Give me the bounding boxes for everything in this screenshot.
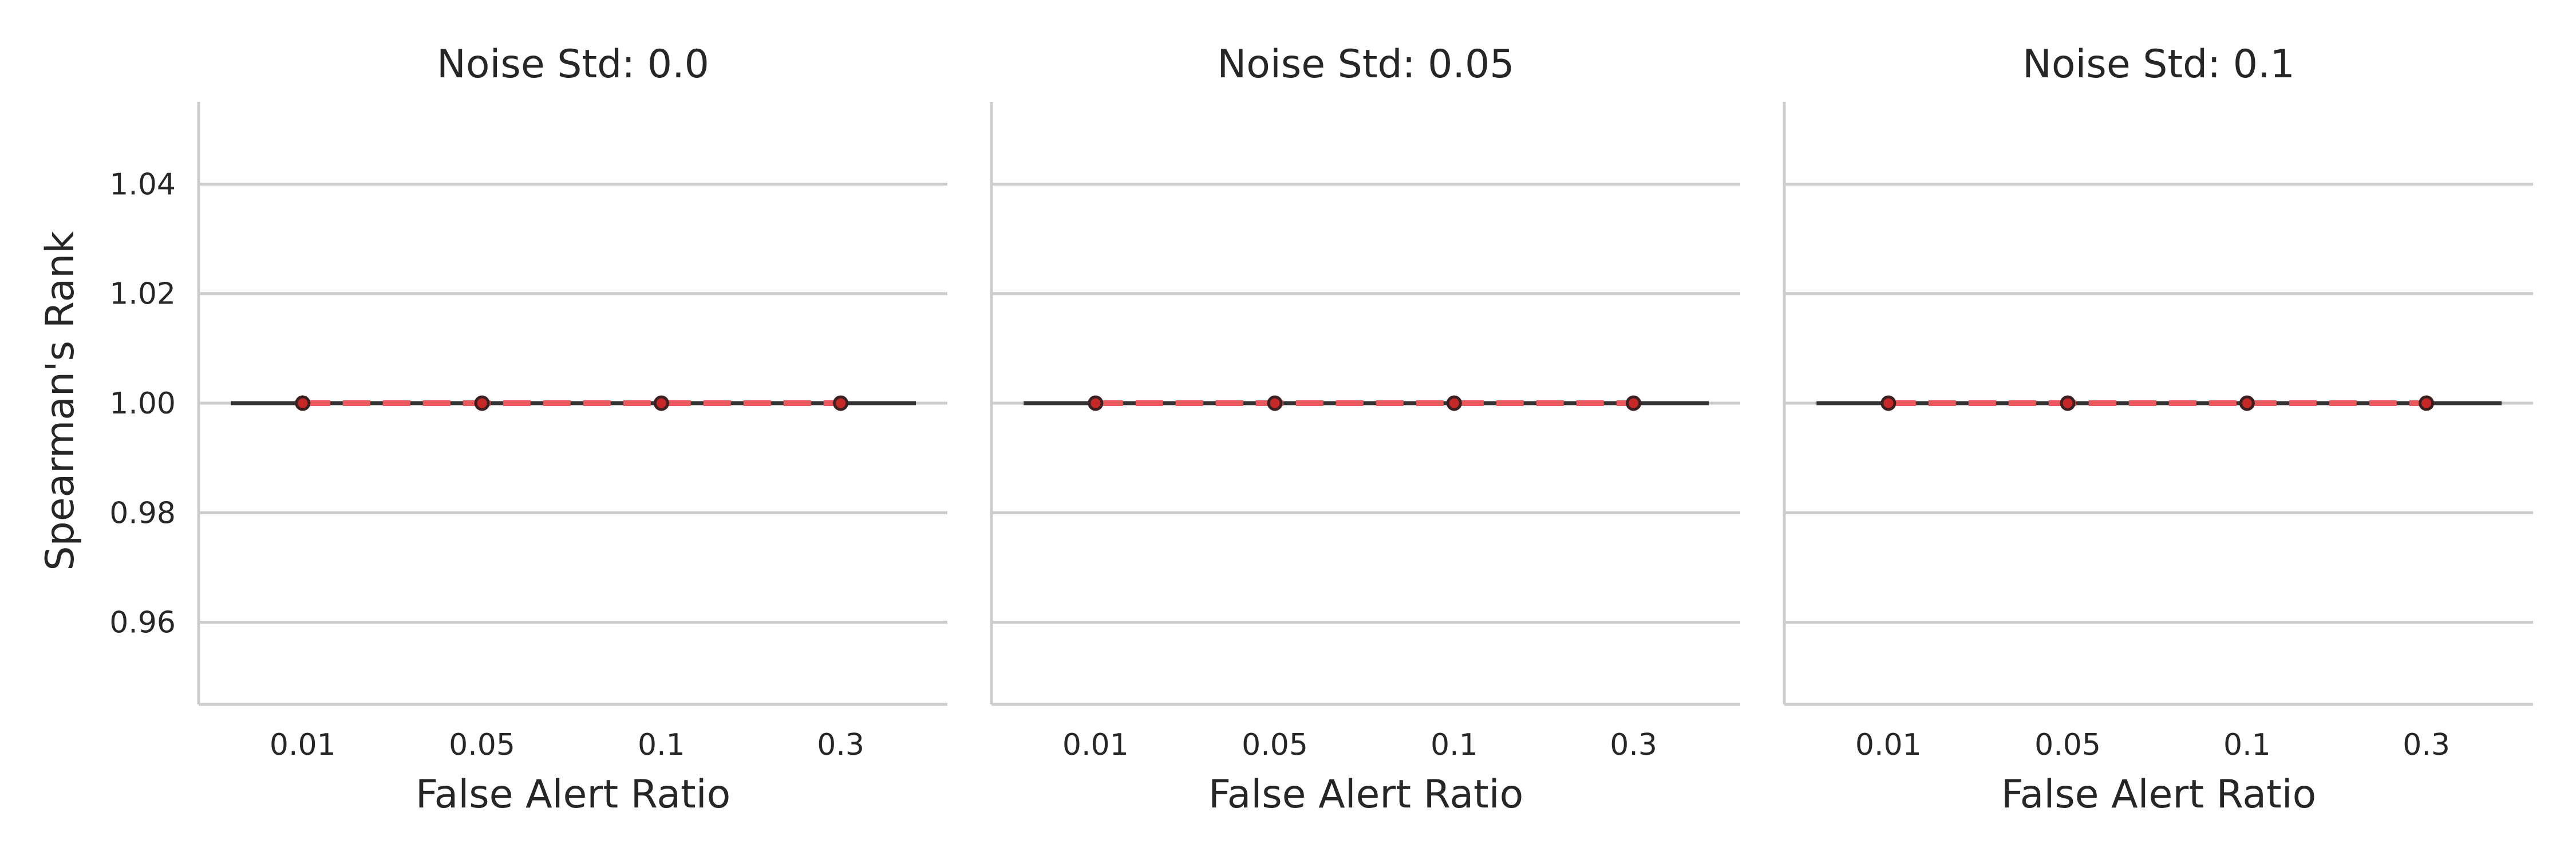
data-point (295, 395, 311, 411)
x-tick-label: 0.01 (1855, 728, 1922, 762)
panel-3: 0.01 0.05 0.1 0.3 False Alert Ratio Noise Std… (1783, 42, 2533, 817)
data-point (1088, 395, 1104, 411)
x-tick-label: 0.3 (2403, 728, 2450, 762)
x-axis-label: False Alert Ratio (2001, 772, 2316, 817)
panel-title: Noise Std: 0.1 (2022, 42, 2295, 87)
x-tick-label: 0.3 (1610, 728, 1657, 762)
x-tick-label: 0.3 (817, 728, 864, 762)
data-point (1267, 395, 1283, 411)
data-point (2060, 395, 2076, 411)
x-tick-label: 0.01 (1062, 728, 1129, 762)
panel-1: 0.96 0.98 1.00 1.02 1.04 0.01 0.05 0.1 0.3 False … (109, 42, 947, 817)
y-tick-label: 0.96 (109, 606, 176, 640)
x-tick-label: 0.05 (2034, 728, 2101, 762)
data-point (2239, 395, 2255, 411)
x-tick-label: 0.1 (638, 728, 685, 762)
y-tick-label: 0.98 (109, 496, 176, 530)
x-tick-label: 0.01 (270, 728, 336, 762)
data-point (1880, 395, 1897, 411)
x-axis-label: False Alert Ratio (416, 772, 730, 817)
x-axis-label: False Alert Ratio (1208, 772, 1523, 817)
y-tick-label: 1.02 (109, 277, 176, 312)
data-point (1446, 395, 1462, 411)
x-tick-label: 0.05 (449, 728, 515, 762)
panel-title: Noise Std: 0.0 (437, 42, 709, 87)
data-point (1626, 395, 1642, 411)
y-axis-label: Spearman's Rank (38, 231, 83, 571)
x-tick-label: 0.1 (2223, 728, 2271, 762)
panel-2: 0.01 0.05 0.1 0.3 False Alert Ratio Noise Std… (990, 42, 1740, 817)
panel-title: Noise Std: 0.05 (1217, 42, 1514, 87)
x-tick-label: 0.05 (1242, 728, 1308, 762)
data-point (474, 395, 490, 411)
data-point (833, 395, 849, 411)
data-point (653, 395, 669, 411)
data-point (2419, 395, 2435, 411)
y-tick-label: 1.04 (109, 167, 176, 202)
y-tick-label: 1.00 (109, 387, 176, 421)
x-tick-label: 0.1 (1431, 728, 1478, 762)
